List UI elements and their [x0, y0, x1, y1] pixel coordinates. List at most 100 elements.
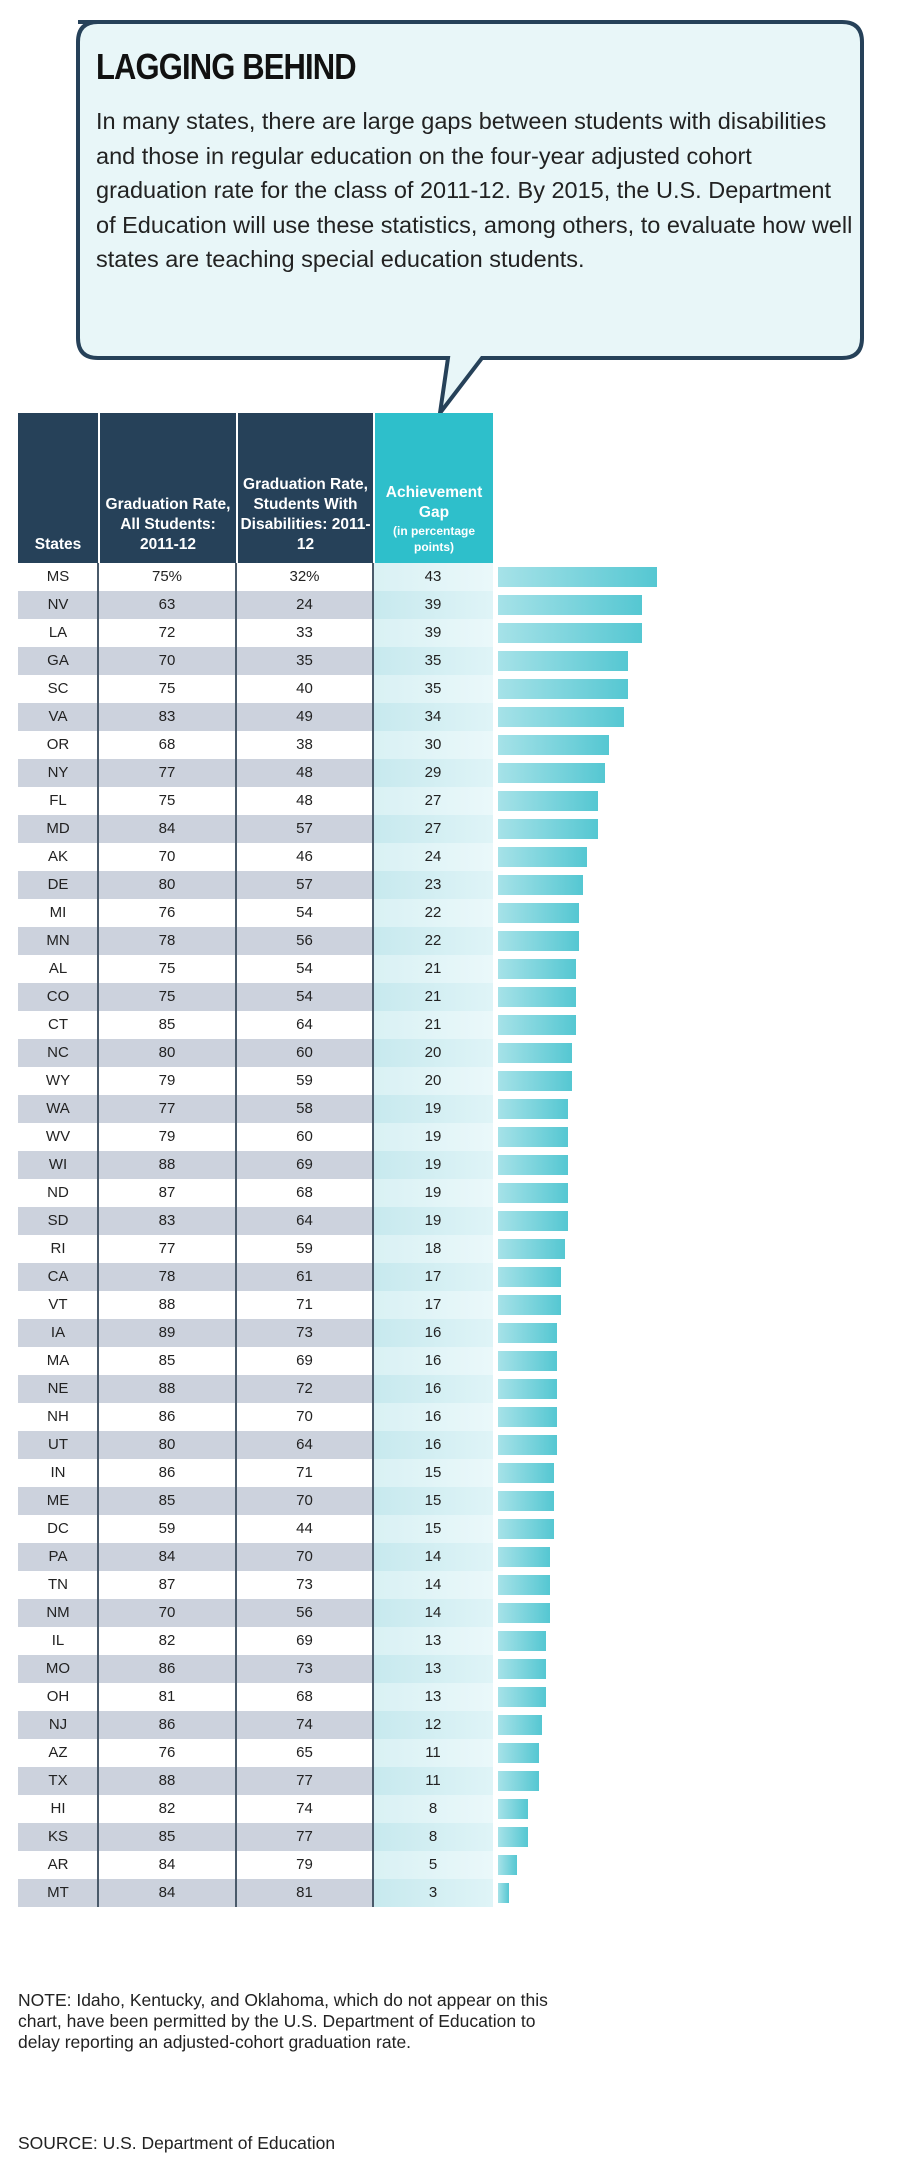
gap-bar	[498, 1127, 569, 1147]
gap-cell-bg	[373, 731, 493, 759]
gap-bar	[498, 1407, 558, 1427]
gap-cell: 17	[424, 1268, 442, 1285]
table-row: SD 83 64 19	[18, 1207, 569, 1235]
disabilities-cell: 79	[296, 1856, 313, 1873]
gap-cell: 14	[424, 1576, 442, 1593]
gap-cell-bg	[373, 1067, 493, 1095]
disabilities-cell: 60	[296, 1128, 313, 1145]
gap-bar	[498, 1183, 569, 1203]
gap-cell-bg	[373, 1039, 493, 1067]
gap-cell-bg	[373, 1095, 493, 1123]
all-students-cell: 76	[158, 904, 176, 921]
gap-cell-bg	[373, 1851, 493, 1879]
table-row: WI 88 69 19	[18, 1151, 569, 1179]
disabilities-cell: 54	[296, 988, 313, 1005]
table-row: NV 63 24 39	[18, 591, 643, 619]
gap-bar	[498, 1323, 558, 1343]
gap-bar	[498, 763, 606, 783]
gap-cell-bg	[373, 647, 493, 675]
gap-bar	[498, 959, 576, 979]
table-row: NY 77 48 29	[18, 759, 606, 787]
table-row: MN 78 56 22	[18, 927, 580, 955]
state-cell: ND	[47, 1184, 69, 1201]
gap-bar	[498, 1239, 565, 1259]
all-students-cell: 77	[158, 1240, 176, 1257]
gap-cell-bg	[373, 1879, 493, 1907]
gap-cell: 16	[424, 1436, 442, 1453]
table-row: MO 86 73 13	[18, 1655, 547, 1683]
gap-cell: 8	[428, 1828, 438, 1845]
table-row: NJ 86 74 12	[18, 1711, 543, 1739]
state-cell: VA	[48, 708, 68, 725]
header-disabilities-label: Graduation Rate, Students With Disabilit…	[240, 476, 371, 553]
all-students-cell: 86	[158, 1408, 176, 1425]
disabilities-cell: 70	[296, 1548, 313, 1565]
gap-bar	[498, 1827, 528, 1847]
gap-bar	[498, 1855, 517, 1875]
gap-bar	[498, 1547, 550, 1567]
table-row: AL 75 54 21	[18, 955, 576, 983]
table-row: MS 75% 32% 43	[18, 563, 658, 591]
gap-bar	[498, 1743, 539, 1763]
gap-cell-bg	[373, 1599, 493, 1627]
gap-bar	[498, 1071, 572, 1091]
disabilities-cell: 48	[296, 764, 313, 781]
gap-cell: 17	[424, 1296, 442, 1313]
gap-cell: 13	[424, 1660, 442, 1677]
state-cell: CA	[47, 1268, 69, 1285]
table-row: KS 85 77 8	[18, 1823, 528, 1851]
all-students-cell: 76	[158, 1744, 176, 1761]
gap-cell-bg	[373, 1347, 493, 1375]
table-row: MA 85 69 16	[18, 1347, 558, 1375]
state-cell: NC	[47, 1044, 69, 1061]
gap-cell: 23	[424, 876, 442, 893]
disabilities-cell: 70	[296, 1492, 313, 1509]
gap-cell: 34	[424, 708, 442, 725]
gap-bar	[498, 819, 598, 839]
disabilities-cell: 70	[296, 1408, 313, 1425]
table-row: MD 84 57 27	[18, 815, 598, 843]
gap-bar	[498, 1603, 550, 1623]
gap-cell-bg	[373, 1011, 493, 1039]
gap-cell-bg	[373, 1403, 493, 1431]
gap-cell: 19	[424, 1184, 442, 1201]
table-row: SC 75 40 35	[18, 675, 628, 703]
state-cell: AK	[47, 848, 68, 865]
gap-cell-bg	[373, 1543, 493, 1571]
column-divider	[235, 563, 237, 1907]
disabilities-cell: 64	[296, 1212, 313, 1229]
all-students-cell: 75	[158, 792, 176, 809]
table-row: TN 87 73 14	[18, 1571, 550, 1599]
state-cell: NV	[47, 596, 69, 613]
gap-cell: 19	[424, 1100, 442, 1117]
state-cell: IN	[50, 1464, 66, 1481]
chart-source: SOURCE: U.S. Department of Education	[18, 2133, 336, 2153]
gap-cell-bg	[373, 983, 493, 1011]
gap-cell-bg	[373, 1823, 493, 1851]
all-students-cell: 78	[158, 1268, 176, 1285]
table-row: NE 88 72 16	[18, 1375, 558, 1403]
gap-cell: 11	[425, 1772, 441, 1789]
callout-text: LAGGING BEHIND In many states, there are…	[96, 46, 856, 277]
all-students-cell: 80	[158, 1044, 176, 1061]
all-students-cell: 83	[158, 1212, 176, 1229]
all-students-cell: 77	[158, 1100, 176, 1117]
state-cell: AL	[48, 960, 68, 977]
gap-cell: 14	[424, 1548, 442, 1565]
state-cell: MT	[47, 1884, 69, 1901]
gap-cell-bg	[373, 1319, 493, 1347]
disabilities-cell: 48	[296, 792, 313, 809]
state-cell: MO	[45, 1660, 71, 1677]
gap-cell: 3	[428, 1884, 438, 1901]
gap-bar	[498, 903, 580, 923]
gap-cell: 15	[424, 1464, 442, 1481]
gap-cell: 22	[424, 932, 442, 949]
disabilities-cell: 73	[296, 1324, 313, 1341]
gap-bar	[498, 931, 580, 951]
state-cell: IL	[51, 1632, 65, 1649]
disabilities-cell: 44	[296, 1520, 313, 1537]
gap-cell: 29	[424, 764, 442, 781]
gap-cell: 21	[424, 1016, 442, 1033]
gap-bar	[498, 1519, 554, 1539]
disabilities-cell: 69	[296, 1156, 313, 1173]
